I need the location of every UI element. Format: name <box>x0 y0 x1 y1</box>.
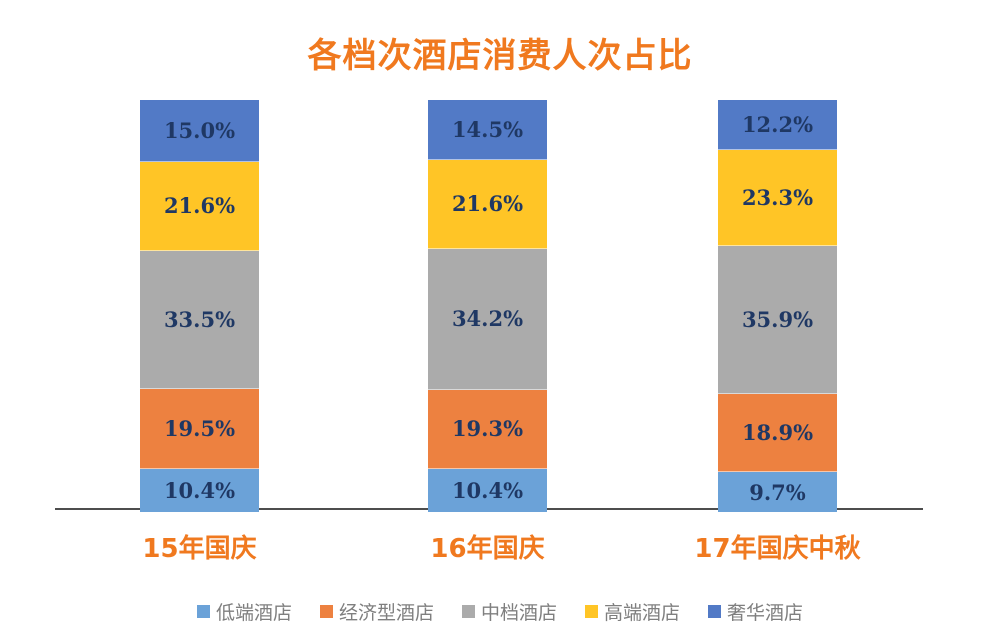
segment-value-label: 9.7% <box>749 479 806 505</box>
segment-value-label: 19.3% <box>451 416 524 442</box>
category-label-1: 15年国庆 <box>142 534 257 564</box>
bar-segment-series1-cat1: 10.4% <box>140 469 259 512</box>
legend-label: 经济型酒店 <box>338 602 434 624</box>
bar-column-1: 10.4% 19.5% 33.5% 21.6% 15.0% <box>140 100 259 512</box>
legend-item-1: 低端酒店 <box>196 598 292 625</box>
category-label-2: 16年国庆 <box>430 534 545 564</box>
legend-label: 低端酒店 <box>215 602 292 624</box>
bar-column-3: 9.7% 18.9% 35.9% 23.3% 12.2% <box>718 100 837 512</box>
segment-value-label: 10.4% <box>163 478 236 504</box>
bar-segment-series4-cat2: 21.6% <box>428 159 547 249</box>
bar-segment-series1-cat2: 10.4% <box>428 469 547 512</box>
segment-value-label: 33.5% <box>163 306 236 332</box>
bar-segment-series5-cat1: 15.0% <box>140 100 259 162</box>
category-labels-row: 15年国庆 16年国庆 17年国庆中秋 <box>0 528 1000 564</box>
legend-item-4: 高端酒店 <box>585 598 680 625</box>
legend-swatch-icon <box>708 605 722 618</box>
segment-value-label: 35.9% <box>741 307 814 333</box>
bar-column-2: 10.4% 19.3% 34.2% 21.6% 14.5% <box>428 100 547 512</box>
chart-area: 10.4% 19.5% 33.5% 21.6% 15.0% 10.4% 19.3% 34.2%… <box>0 100 1000 512</box>
bar-segment-series2-cat2: 19.3% <box>428 389 547 470</box>
bar-segment-series5-cat2: 14.5% <box>428 100 547 160</box>
legend-label: 奢华酒店 <box>727 602 804 624</box>
segment-value-label: 14.5% <box>451 116 524 142</box>
bar-segment-series4-cat3: 23.3% <box>718 150 837 247</box>
legend: 低端酒店 经济型酒店 中档酒店 高端酒店 奢华酒店 <box>0 598 1000 625</box>
legend-swatch-icon <box>319 605 333 618</box>
segment-value-label: 21.6% <box>163 193 236 219</box>
legend-label: 中档酒店 <box>480 602 557 624</box>
bar-segment-series1-cat3: 9.7% <box>718 472 837 512</box>
bar-segment-series2-cat1: 19.5% <box>140 388 259 470</box>
segment-value-label: 23.3% <box>741 185 814 211</box>
bar-segment-series3-cat1: 33.5% <box>140 250 259 389</box>
legend-swatch-icon <box>196 605 210 618</box>
legend-item-3: 中档酒店 <box>461 598 557 625</box>
segment-value-label: 15.0% <box>163 117 236 143</box>
segment-value-label: 34.2% <box>451 306 524 332</box>
legend-label: 高端酒店 <box>604 602 681 624</box>
bar-segment-series2-cat3: 18.9% <box>718 394 837 473</box>
bar-segment-series3-cat3: 35.9% <box>718 246 837 395</box>
legend-swatch-icon <box>461 605 475 618</box>
bar-segment-series3-cat2: 34.2% <box>428 248 547 390</box>
segment-value-label: 10.4% <box>451 478 524 504</box>
category-label-3: 17年国庆中秋 <box>694 534 861 564</box>
segment-value-label: 19.5% <box>163 415 236 441</box>
segment-value-label: 21.6% <box>451 191 524 217</box>
bar-segment-series5-cat3: 12.2% <box>718 100 837 151</box>
legend-item-5: 奢华酒店 <box>708 598 803 625</box>
bar-segment-series4-cat1: 21.6% <box>140 161 259 251</box>
chart-title: 各档次酒店消费人次占比 <box>307 36 693 76</box>
legend-item-2: 经济型酒店 <box>319 598 434 625</box>
legend-swatch-icon <box>585 605 598 618</box>
segment-value-label: 18.9% <box>741 420 814 446</box>
segment-value-label: 12.2% <box>741 112 814 138</box>
